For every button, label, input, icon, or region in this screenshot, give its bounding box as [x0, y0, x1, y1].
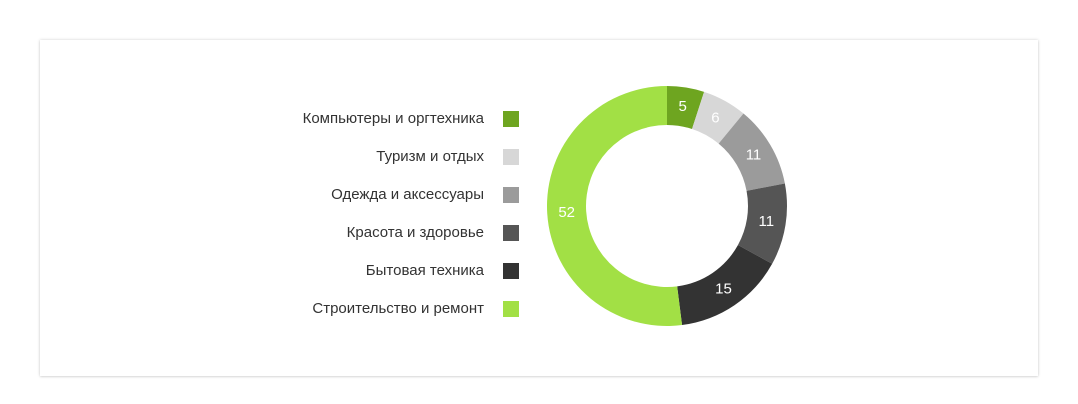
- slice-value-label: 11: [746, 146, 762, 163]
- legend-swatch: [503, 301, 519, 317]
- chart-card: Компьютеры и оргтехника Туризм и отдых Оде…: [40, 40, 1038, 376]
- donut-slice[interactable]: [547, 86, 683, 326]
- legend-label: Строительство и ремонт: [312, 300, 484, 317]
- donut-slice[interactable]: [692, 91, 744, 144]
- slice-value-label: 15: [715, 281, 732, 298]
- chart-legend: Компьютеры и оргтехника Туризм и отдых Оде…: [40, 40, 1038, 376]
- legend-swatch: [503, 225, 519, 241]
- slice-value-label: 11: [758, 213, 774, 230]
- donut-slice[interactable]: [677, 245, 773, 326]
- legend-swatch: [503, 263, 519, 279]
- legend-label: Бытовая техника: [365, 262, 484, 279]
- donut-slice[interactable]: [667, 86, 705, 129]
- donut-slice[interactable]: [737, 183, 787, 264]
- slice-value-label: 5: [679, 98, 687, 115]
- legend-swatch: [503, 187, 519, 203]
- legend-label: Одежда и аксессуары: [331, 186, 484, 203]
- slice-value-label: 52: [558, 204, 575, 221]
- legend-label: Туризм и отдых: [376, 148, 484, 165]
- donut-slice[interactable]: [718, 113, 785, 191]
- slice-value-label: 6: [711, 109, 719, 126]
- legend-label: Красота и здоровье: [346, 224, 484, 241]
- legend-label: Компьютеры и оргтехника: [302, 110, 484, 127]
- donut-chart: 5 6 11 11 15 52: [547, 86, 787, 326]
- legend-swatch: [503, 111, 519, 127]
- legend-swatch: [503, 149, 519, 165]
